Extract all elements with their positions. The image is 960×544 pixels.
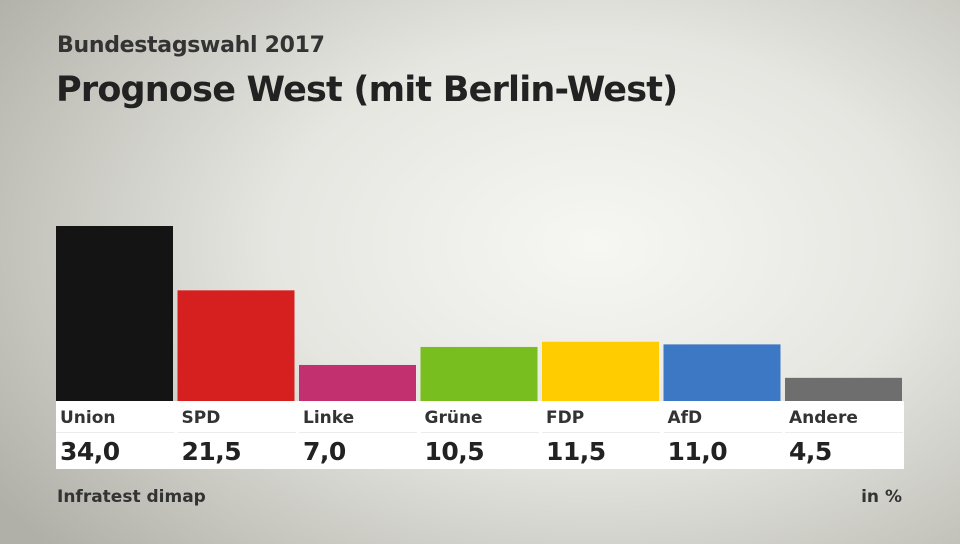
category-labels-panel: Union 34,0 SPD 21,5 Linke 7,0 Grüne 10,5 FDP 11,5… (56, 401, 904, 469)
category-cell: SPD 21,5 (177, 401, 296, 469)
category-label: Linke (303, 408, 355, 428)
value-label: 21,5 (181, 437, 242, 466)
bar-fdp (542, 341, 659, 401)
cell-divider (663, 432, 782, 433)
bar-linke (299, 364, 416, 401)
cell-divider (56, 432, 174, 433)
category-label: AfD (667, 408, 703, 428)
unit-label: in % (861, 487, 902, 507)
category-cell: Andere 4,5 (785, 401, 903, 469)
value-label: 7,0 (303, 437, 346, 466)
chart-title: Prognose West (mit Berlin-West) (56, 70, 678, 110)
category-cell: Linke 7,0 (299, 401, 417, 469)
cell-divider (299, 432, 417, 433)
value-label: 4,5 (789, 437, 832, 466)
cell-divider (785, 432, 903, 433)
value-label: 34,0 (60, 437, 120, 466)
category-cell: AfD 11,0 (663, 401, 782, 469)
chart-supertitle: Bundestagswahl 2017 (57, 33, 325, 58)
value-label: 10,5 (424, 437, 485, 466)
bar-spd (177, 290, 295, 401)
category-label: Grüne (424, 408, 483, 428)
bar-andere (785, 377, 902, 401)
category-label: FDP (546, 408, 585, 428)
bar-grüne (420, 346, 538, 401)
category-cell: Union 34,0 (56, 401, 174, 469)
cell-divider (420, 432, 539, 433)
cell-divider (542, 432, 660, 433)
source-label: Infratest dimap (57, 487, 206, 507)
category-label: Andere (789, 408, 858, 428)
category-cell: FDP 11,5 (542, 401, 660, 469)
cell-divider (177, 432, 296, 433)
value-label: 11,5 (546, 437, 606, 466)
value-label: 11,0 (667, 437, 728, 466)
category-label: SPD (181, 408, 221, 428)
category-label: Union (60, 408, 116, 428)
bar-afd (663, 344, 781, 401)
bar-union (56, 226, 173, 401)
category-cell: Grüne 10,5 (420, 401, 539, 469)
